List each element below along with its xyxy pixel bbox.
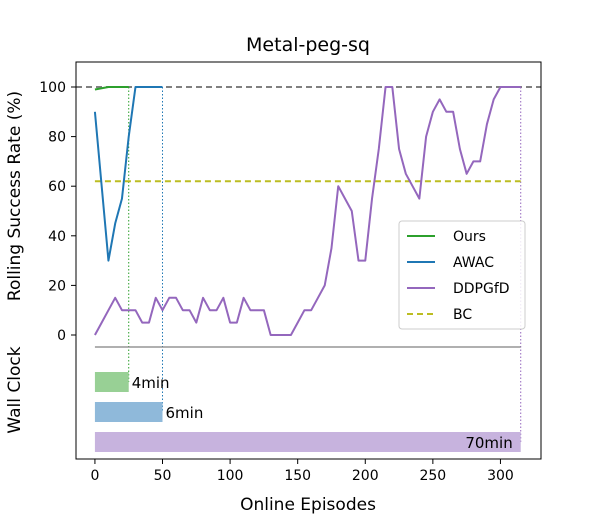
x-tick-label: 100: [217, 468, 244, 484]
legend-label-ours: Ours: [453, 229, 486, 245]
series-line-awac: [93, 86, 163, 262]
wall-clock-label-awac: 6min: [166, 404, 204, 422]
wall-clock-label: Wall Clock: [5, 346, 25, 433]
wall-clock-label-ddpgfd: 70min: [465, 434, 512, 452]
x-tick-label: 250: [419, 468, 446, 484]
x-tick-label: 0: [90, 468, 99, 484]
y-tick-label: 80: [48, 130, 66, 146]
x-tick-label: 50: [154, 468, 172, 484]
plot-frame: [75, 61, 542, 460]
chart-title: Metal-peg-sq: [246, 34, 370, 56]
x-axis-label: Online Episodes: [240, 495, 376, 515]
series-line-ours: [94, 86, 129, 91]
series-line-ddpgfd: [94, 86, 521, 336]
wall-clock-bar-ddpgfd: [94, 432, 521, 452]
y-tick-label: 20: [48, 278, 66, 294]
wall-clock-bar-ours: [94, 372, 129, 392]
wall-clock-label-ours: 4min: [132, 374, 170, 392]
legend-label-bc: BC: [453, 307, 472, 323]
y-tick-label: 60: [48, 179, 66, 195]
legend-label-awac: AWAC: [453, 255, 494, 271]
x-tick-label: 200: [352, 468, 379, 484]
legend-label-ddpgfd: DDPGfD: [453, 281, 510, 297]
legend-box: [398, 220, 526, 330]
y-tick-label: 40: [48, 229, 66, 245]
x-tick-label: 150: [284, 468, 311, 484]
wall-clock-bar-awac: [94, 402, 163, 422]
y-tick-label: 0: [57, 328, 66, 344]
y-tick-label: 100: [39, 80, 66, 96]
y-axis-label: Rolling Success Rate (%): [5, 91, 25, 301]
x-tick-label: 300: [487, 468, 514, 484]
